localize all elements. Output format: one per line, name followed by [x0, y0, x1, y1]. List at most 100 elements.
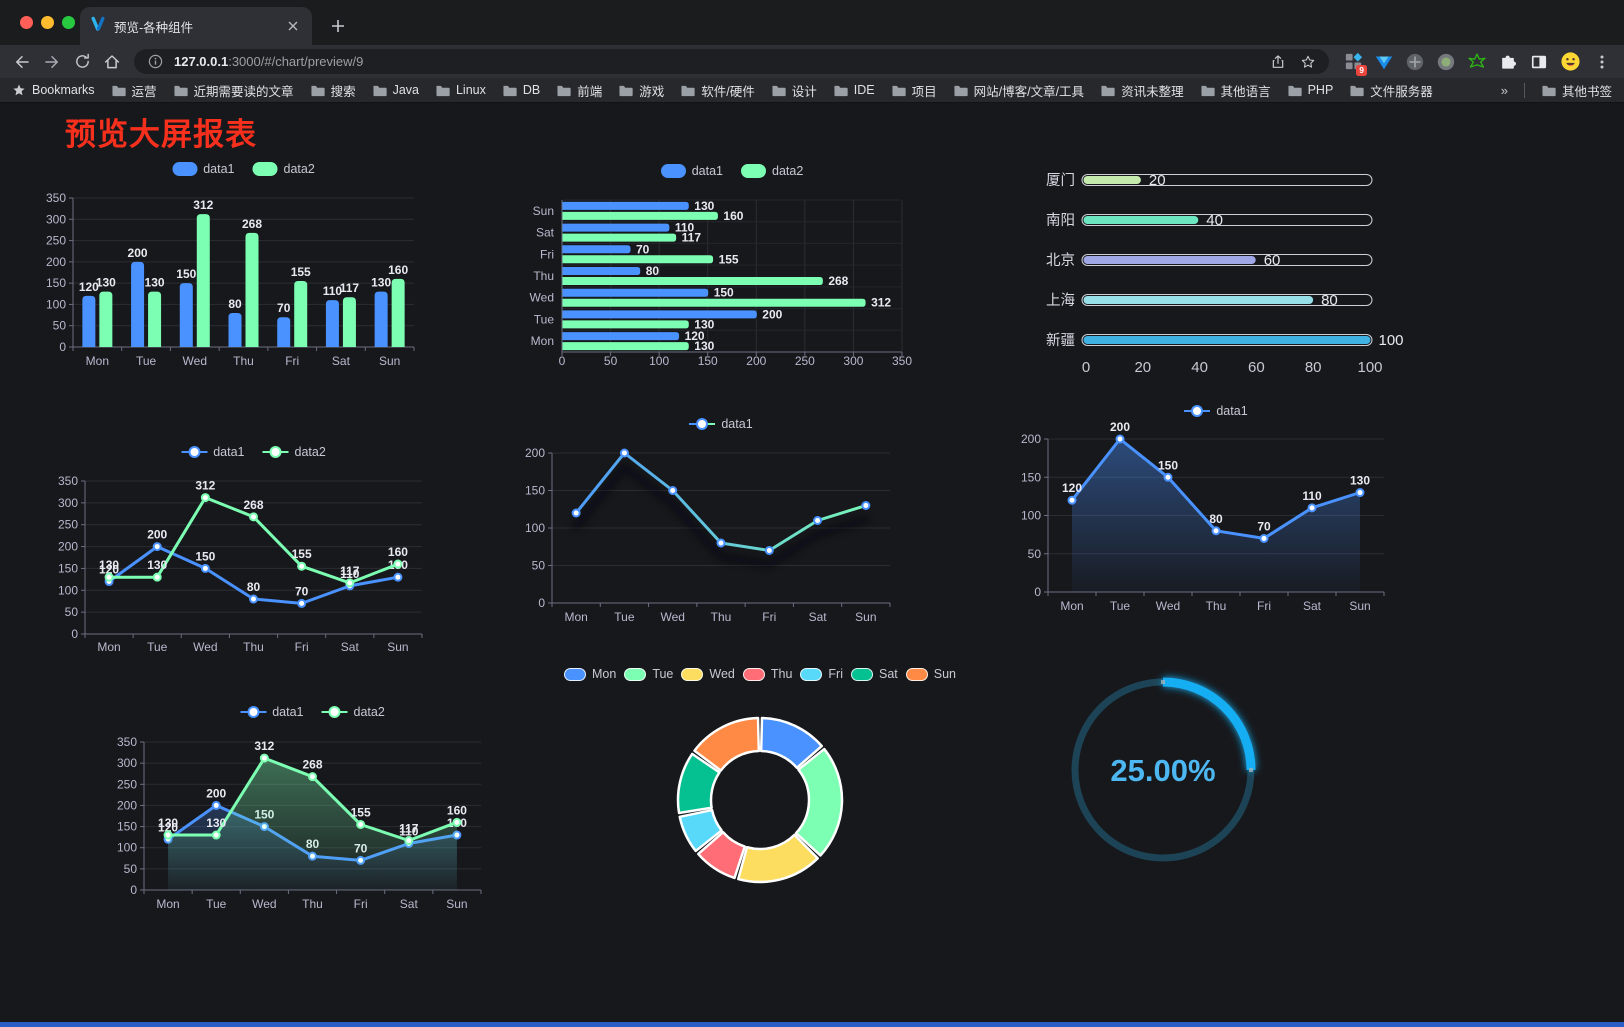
- home-button[interactable]: [98, 48, 126, 76]
- site-info-icon[interactable]: [144, 51, 166, 73]
- svg-text:40: 40: [1206, 212, 1223, 229]
- legend-item-Tue[interactable]: Tue: [624, 667, 673, 681]
- extension-green-star-icon[interactable]: [1465, 50, 1489, 74]
- legend-item-data2[interactable]: data2: [252, 162, 315, 176]
- extensions-area: 9: [1337, 50, 1586, 76]
- browser-tab[interactable]: 预览-各种组件: [80, 7, 312, 45]
- svg-text:50: 50: [53, 319, 67, 333]
- bookmark-folder[interactable]: DB: [502, 83, 540, 97]
- bookmarks-manager-item[interactable]: Bookmarks: [12, 83, 95, 97]
- browser-menu-icon[interactable]: [1588, 48, 1616, 76]
- favicon: [90, 16, 106, 37]
- svg-text:155: 155: [351, 805, 371, 819]
- legend-item-Wed[interactable]: Wed: [681, 667, 735, 681]
- svg-text:200: 200: [206, 786, 226, 800]
- svg-text:120: 120: [685, 329, 705, 343]
- reload-button[interactable]: [68, 48, 96, 76]
- legend-swatch: [741, 164, 766, 178]
- svg-text:250: 250: [117, 777, 137, 791]
- other-bookmarks-folder[interactable]: 其他书签: [1541, 81, 1612, 100]
- bookmark-folder[interactable]: Linux: [435, 83, 486, 97]
- bookmark-folder[interactable]: IDE: [833, 83, 875, 97]
- titlebar: 预览-各种组件: [0, 0, 1624, 45]
- svg-text:20: 20: [1134, 359, 1151, 376]
- svg-text:80: 80: [646, 264, 660, 278]
- legend-item-Sun[interactable]: Sun: [905, 667, 956, 681]
- legend-item-Thu[interactable]: Thu: [742, 667, 792, 681]
- bookmark-folder[interactable]: 前端: [556, 81, 602, 100]
- close-window-button[interactable]: [20, 16, 33, 29]
- legend-item-data1[interactable]: data1: [172, 162, 235, 176]
- svg-text:268: 268: [828, 274, 848, 288]
- svg-text:100: 100: [58, 583, 78, 597]
- bookmark-folder[interactable]: 软件/硬件: [680, 81, 755, 100]
- legend-item-data1[interactable]: data1: [1184, 404, 1248, 418]
- svg-text:Tue: Tue: [206, 897, 227, 911]
- legend-item-Fri[interactable]: Fri: [800, 667, 843, 681]
- back-button[interactable]: [8, 48, 36, 76]
- legend-label: data1: [691, 164, 723, 178]
- url-text[interactable]: 127.0.0.1:3000/#/chart/preview/9: [174, 54, 1259, 69]
- bookmark-folder[interactable]: 文件服务器: [1349, 81, 1433, 100]
- address-bar[interactable]: 127.0.0.1:3000/#/chart/preview/9: [134, 49, 1329, 74]
- svg-text:130: 130: [145, 276, 165, 290]
- legend-item-data2[interactable]: data2: [321, 705, 385, 719]
- svg-text:Sat: Sat: [341, 640, 360, 654]
- svg-text:Sun: Sun: [387, 640, 408, 654]
- svg-text:Wed: Wed: [530, 291, 554, 305]
- extension-grid-icon[interactable]: 9: [1341, 50, 1367, 76]
- legend-swatch: [252, 162, 278, 176]
- svg-text:70: 70: [277, 301, 291, 315]
- bookmark-folder[interactable]: PHP: [1287, 83, 1333, 97]
- svg-text:110: 110: [1302, 489, 1322, 503]
- svg-text:130: 130: [1350, 474, 1370, 488]
- bookmarks-overflow-chevron[interactable]: »: [1500, 82, 1508, 98]
- share-icon[interactable]: [1267, 51, 1289, 73]
- svg-text:110: 110: [399, 824, 419, 838]
- svg-text:300: 300: [117, 756, 137, 770]
- extension-puzzle-icon[interactable]: [1496, 50, 1520, 74]
- legend-item-data1[interactable]: data1: [660, 164, 723, 178]
- chart-legend: data1 data2: [517, 164, 947, 178]
- legend-swatch: [681, 667, 704, 681]
- svg-text:Mon: Mon: [86, 354, 109, 368]
- bookmark-folder[interactable]: Java: [372, 83, 419, 97]
- bookmark-folder[interactable]: 设计: [771, 81, 817, 100]
- legend-item-data1[interactable]: data1: [240, 705, 304, 719]
- svg-text:130: 130: [99, 558, 119, 572]
- zoom-window-button[interactable]: [62, 16, 75, 29]
- svg-text:Sun: Sun: [446, 897, 467, 911]
- bookmark-folder[interactable]: 资讯未整理: [1100, 81, 1184, 100]
- bookmark-folder[interactable]: 项目: [891, 81, 937, 100]
- svg-text:155: 155: [291, 265, 311, 279]
- url-path: :3000/#/chart/preview/9: [228, 54, 364, 69]
- legend-item-data2[interactable]: data2: [262, 445, 326, 459]
- legend-label: data1: [203, 162, 235, 176]
- bookmark-folder[interactable]: 网站/博客/文章/工具: [953, 81, 1084, 100]
- bookmarks-divider: [1523, 82, 1525, 98]
- legend-item-data1[interactable]: data1: [181, 445, 245, 459]
- emoji-extension-icon[interactable]: [1558, 50, 1582, 74]
- extension-circle-icon[interactable]: [1403, 50, 1427, 74]
- legend-item-Sat[interactable]: Sat: [851, 667, 898, 681]
- minimize-window-button[interactable]: [41, 16, 54, 29]
- bookmark-star-icon[interactable]: [1297, 51, 1319, 73]
- side-panel-icon[interactable]: [1527, 50, 1551, 74]
- bookmark-folder[interactable]: 游戏: [618, 81, 664, 100]
- legend-item-Mon[interactable]: Mon: [563, 667, 616, 681]
- bookmark-folder[interactable]: 其他语言: [1200, 81, 1271, 100]
- tab-close-icon[interactable]: [284, 17, 302, 35]
- svg-text:Sat: Sat: [1303, 599, 1322, 613]
- bookmark-folder[interactable]: 运营: [111, 81, 157, 100]
- legend-item-data1[interactable]: data1: [689, 417, 753, 431]
- extension-record-icon[interactable]: [1434, 50, 1458, 74]
- extension-vue-devtools-icon[interactable]: [1372, 50, 1396, 74]
- forward-button[interactable]: [38, 48, 66, 76]
- legend-item-data2[interactable]: data2: [741, 164, 803, 178]
- dashboard-page: 预览大屏报表 0 50 100 150 200 250 300 350 Mon Tue Wed Thu…: [0, 103, 1624, 1027]
- svg-text:Mon: Mon: [1060, 599, 1083, 613]
- bookmark-folder[interactable]: 搜索: [310, 81, 356, 100]
- bookmark-folder[interactable]: 近期需要读的文章: [173, 81, 294, 100]
- new-tab-button[interactable]: [326, 14, 350, 38]
- svg-text:130: 130: [158, 816, 178, 830]
